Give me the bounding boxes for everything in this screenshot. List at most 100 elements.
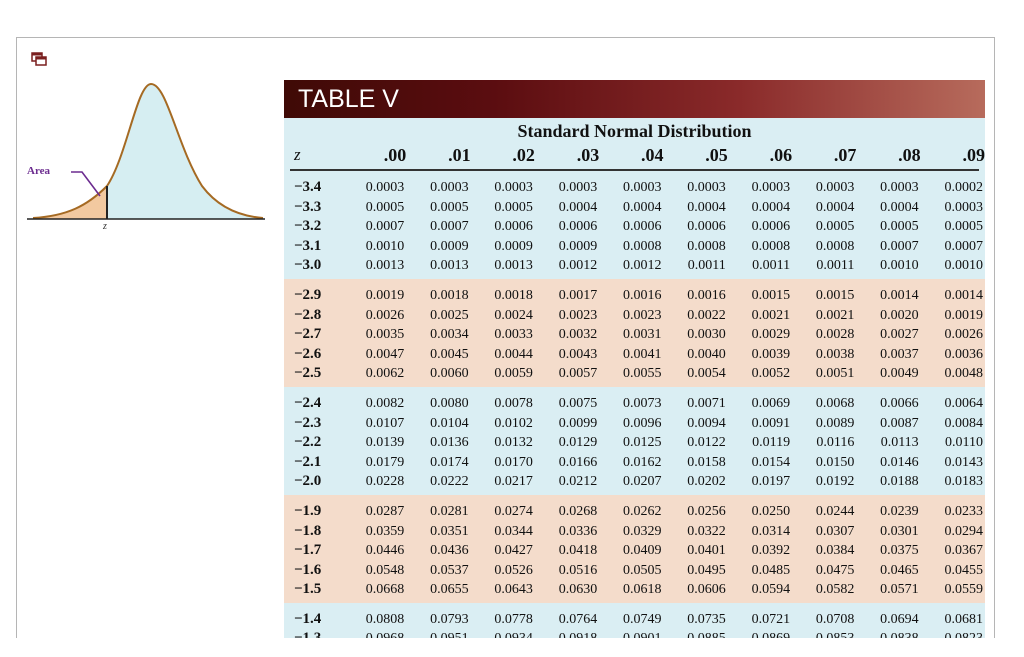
probability-cell: 0.0011 (816, 258, 855, 274)
row-group: −2.9 0.0019 0.0018 0.0018 0.0017 0.0016 0.0016… (284, 278, 985, 387)
probability-cell: 0.0170 (494, 454, 533, 470)
z-value: −2.5 (294, 365, 322, 382)
z-value: −2.8 (294, 306, 322, 323)
table-row: −3.3 0.0005 0.0005 0.0005 0.0004 0.0004 0.0004… (284, 198, 985, 218)
probability-cell: 0.0351 (430, 523, 469, 539)
z-value: −2.6 (294, 345, 322, 362)
probability-cell: 0.0301 (880, 523, 919, 539)
column-header: .06 (769, 145, 793, 165)
probability-cell: 0.0016 (622, 287, 662, 303)
table-row: −1.5 0.0668 0.0655 0.0643 0.0630 0.0618 0.0606… (284, 580, 985, 600)
probability-cell: 0.0003 (944, 199, 983, 215)
probability-cell: 0.0823 (921, 629, 985, 638)
probability-cell: 0.0004 (558, 199, 598, 215)
probability-cell: 0.0003 (622, 180, 662, 195)
probability-cell: 0.0162 (622, 454, 662, 470)
z-value: −2.4 (294, 394, 322, 411)
probability-cell: 0.0116 (816, 435, 855, 451)
probability-cell: 0.0028 (815, 327, 855, 343)
column-header-row: z .00 .01 .02 .03 .04 .05 .06 .07 .08 .09 (284, 145, 985, 167)
table-row: −3.2 0.0007 0.0007 0.0006 0.0006 0.0006 0.0006… (284, 217, 985, 237)
probability-cell: 0.0207 (622, 474, 662, 490)
probability-cell: 0.0495 (687, 562, 726, 578)
probability-cell: 0.0055 (622, 366, 662, 382)
probability-cell: 0.0005 (944, 219, 983, 235)
probability-cell: 0.0008 (622, 238, 662, 254)
probability-cell: 0.0146 (880, 454, 919, 470)
table-row: −1.6 0.0548 0.0537 0.0526 0.0516 0.0505 0.0495… (284, 561, 985, 581)
z-value: −3.3 (294, 198, 322, 215)
probability-cell: 0.0708 (815, 611, 855, 627)
probability-cell: 0.0064 (944, 395, 983, 411)
table-subtitle: Standard Normal Distribution (517, 121, 752, 141)
probability-cell: 0.0274 (494, 503, 533, 519)
table-row: −2.6 0.0047 0.0045 0.0044 0.0043 0.0041 0.0040… (284, 345, 985, 365)
probability-cell: 0.0110 (944, 435, 983, 451)
z-value: −2.2 (294, 434, 322, 451)
probability-cell: 0.0030 (687, 327, 726, 343)
popout-window-icon[interactable] (31, 52, 47, 66)
probability-cell: 0.0655 (430, 582, 469, 598)
probability-cell: 0.0537 (430, 562, 469, 578)
normal-curve-figure: Area z (27, 76, 267, 236)
probability-cell: 0.0039 (751, 346, 791, 362)
probability-cell: 0.0034 (430, 327, 469, 343)
probability-cell: 0.0239 (880, 503, 919, 519)
probability-cell: 0.0012 (622, 258, 662, 274)
probability-cell: 0.0136 (430, 435, 469, 451)
probability-cell: 0.0188 (880, 474, 919, 490)
probability-cell: 0.0044 (494, 346, 533, 362)
probability-cell: 0.0012 (558, 258, 598, 274)
table-row: −2.7 0.0035 0.0034 0.0033 0.0032 0.0031 0.0030… (284, 325, 985, 345)
probability-cell: 0.0918 (535, 629, 599, 638)
probability-cell: 0.0018 (430, 287, 469, 303)
probability-cell: 0.0078 (494, 395, 533, 411)
probability-cell: 0.0082 (365, 395, 405, 411)
probability-cell: 0.0010 (880, 258, 919, 274)
probability-cell: 0.0023 (558, 307, 598, 323)
table-row: −2.2 0.0139 0.0136 0.0132 0.0129 0.0125 0.0122… (284, 433, 985, 453)
probability-cell: 0.0015 (815, 287, 855, 303)
probability-cell: 0.0853 (792, 629, 856, 638)
probability-cell: 0.0096 (622, 415, 662, 431)
probability-cell: 0.0322 (687, 523, 726, 539)
probability-cell: 0.0004 (815, 199, 855, 215)
probability-cell: 0.0015 (751, 287, 791, 303)
probability-cell: 0.0125 (622, 435, 662, 451)
probability-cell: 0.0681 (944, 611, 983, 627)
probability-cell: 0.0004 (751, 199, 791, 215)
probability-cell: 0.0007 (880, 238, 919, 254)
probability-cell: 0.0047 (365, 346, 405, 362)
probability-cell: 0.0031 (622, 327, 662, 343)
table-row: −1.7 0.0446 0.0436 0.0427 0.0418 0.0409 0.0401… (284, 541, 985, 561)
probability-cell: 0.0336 (558, 523, 598, 539)
probability-cell: 0.0054 (687, 366, 726, 382)
table-row: −2.5 0.0062 0.0060 0.0059 0.0057 0.0055 0.0054… (284, 364, 985, 384)
probability-cell: 0.0119 (752, 435, 791, 451)
probability-cell: 0.0040 (687, 346, 726, 362)
probability-cell: 0.0032 (558, 327, 598, 343)
probability-cell: 0.0129 (558, 435, 598, 451)
probability-cell: 0.0104 (430, 415, 469, 431)
probability-cell: 0.0778 (494, 611, 533, 627)
probability-cell: 0.0003 (751, 180, 791, 195)
probability-cell: 0.0025 (430, 307, 469, 323)
probability-cell: 0.0122 (687, 435, 726, 451)
probability-cell: 0.0228 (365, 474, 405, 490)
probability-cell: 0.0183 (944, 474, 983, 490)
z-value: −1.5 (294, 581, 322, 598)
probability-cell: 0.0059 (494, 366, 533, 382)
probability-cell: 0.0197 (751, 474, 791, 490)
probability-cell: 0.0107 (365, 415, 405, 431)
z-value: −2.7 (294, 326, 322, 343)
column-header: .07 (833, 145, 857, 165)
probability-cell: 0.0003 (430, 180, 469, 195)
row-group: −1.9 0.0287 0.0281 0.0274 0.0268 0.0262 0.0256… (284, 494, 985, 603)
probability-cell: 0.0094 (687, 415, 726, 431)
header-rule (290, 169, 979, 171)
column-header: .05 (705, 145, 728, 165)
probability-cell: 0.0618 (622, 582, 662, 598)
probability-cell: 0.0526 (494, 562, 533, 578)
probability-cell: 0.0099 (558, 415, 598, 431)
table-row: −2.8 0.0026 0.0025 0.0024 0.0023 0.0023 0.0022… (284, 306, 985, 326)
